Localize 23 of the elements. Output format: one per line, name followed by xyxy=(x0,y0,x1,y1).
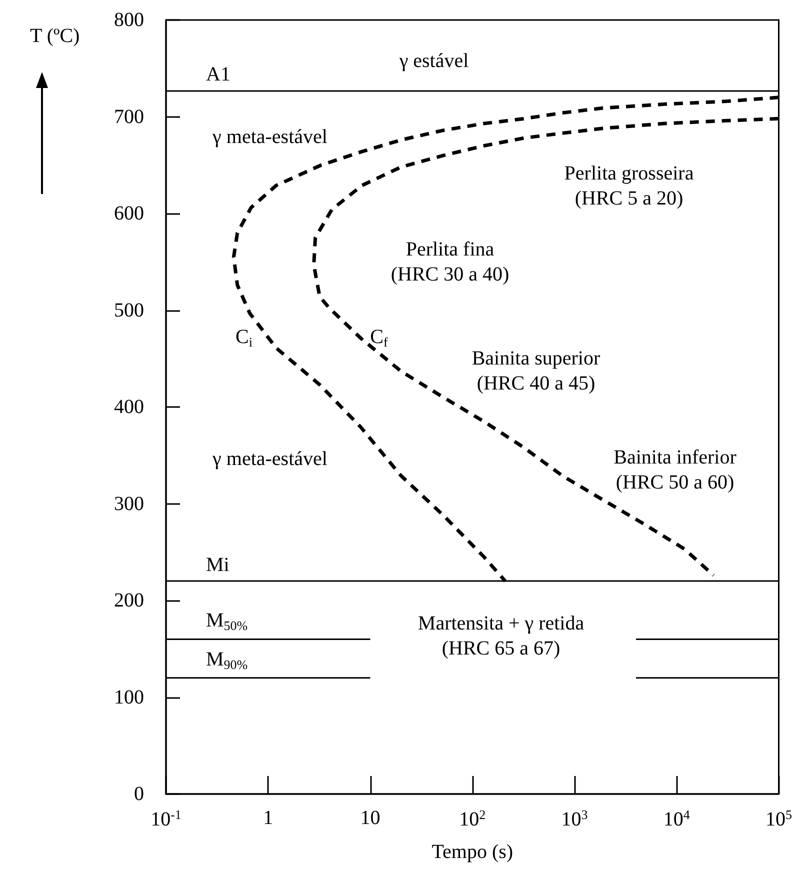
annotation: Perlita grosseira (HRC 5 a 20) xyxy=(564,162,694,210)
y-tick-label: 200 xyxy=(114,590,144,612)
x-tick-label: 10 xyxy=(360,807,380,829)
y-tick-label: 600 xyxy=(114,202,144,224)
annotation: Perlita fina (HRC 30 a 40) xyxy=(390,238,510,286)
annotation: Bainita inferior (HRC 50 a 60) xyxy=(614,446,737,494)
y-tick-label: 400 xyxy=(114,396,144,418)
annotation: Martensita + γ retida (HRC 65 a 67) xyxy=(418,612,584,660)
annotation: γ meta-estável xyxy=(212,126,328,148)
x-axis-title: Tempo (s) xyxy=(432,841,514,863)
x-tick-label: 1 xyxy=(263,807,274,829)
y-tick-label: 0 xyxy=(134,783,144,805)
ref-line-label: Mi xyxy=(206,554,230,576)
y-tick-label: 100 xyxy=(114,686,144,708)
y-tick-label: 800 xyxy=(114,9,144,31)
y-axis-title: T (ºC) xyxy=(30,25,80,47)
annotation: γ estável xyxy=(398,50,470,72)
annotation: Bainita superior (HRC 40 a 45) xyxy=(472,348,600,394)
y-tick-label: 300 xyxy=(114,492,144,515)
ref-line-label: A1 xyxy=(206,64,230,86)
annotation: γ meta-estável xyxy=(212,448,328,470)
y-tick-label: 700 xyxy=(114,106,144,128)
y-tick-label: 500 xyxy=(114,299,144,322)
